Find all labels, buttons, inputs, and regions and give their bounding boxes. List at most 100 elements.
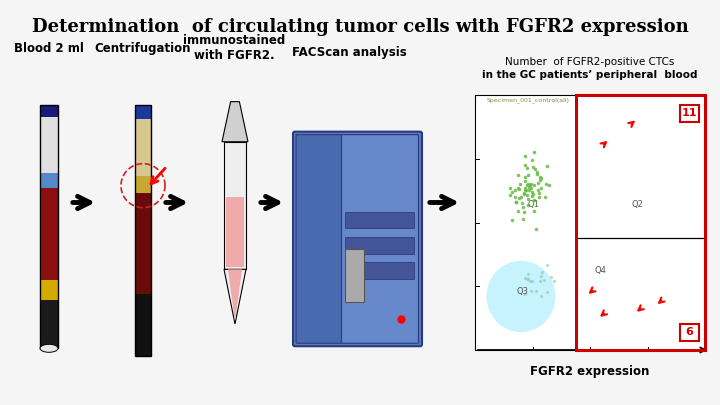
Point <box>531 171 543 177</box>
FancyBboxPatch shape <box>293 132 422 346</box>
Point <box>519 275 531 281</box>
Point <box>528 148 539 155</box>
Text: Q4: Q4 <box>595 266 606 275</box>
Bar <box>135 193 151 294</box>
Point <box>521 187 532 193</box>
Point <box>528 197 540 203</box>
Point <box>523 183 535 190</box>
Bar <box>135 176 151 193</box>
Bar <box>345 237 414 254</box>
Point <box>510 198 522 205</box>
Bar <box>475 95 705 350</box>
Bar <box>40 117 58 173</box>
Point <box>525 181 536 188</box>
Point <box>541 289 552 295</box>
Point <box>514 181 526 187</box>
Point <box>520 162 531 168</box>
Point <box>534 174 546 181</box>
Point <box>513 195 524 201</box>
Text: in the GC patients’ peripheral  blood: in the GC patients’ peripheral blood <box>482 70 698 80</box>
Point <box>528 164 539 170</box>
Point <box>523 201 534 208</box>
Point <box>533 194 544 200</box>
Point <box>513 171 524 178</box>
Point <box>540 181 552 187</box>
Text: Q2: Q2 <box>631 200 643 209</box>
Point <box>530 165 541 172</box>
Text: 11: 11 <box>681 108 697 118</box>
Point <box>513 186 525 192</box>
Point <box>505 185 516 191</box>
Point <box>526 189 538 195</box>
Bar <box>345 249 364 302</box>
Bar <box>135 294 151 356</box>
Bar <box>40 300 58 348</box>
Text: Specimen_001_control(all): Specimen_001_control(all) <box>487 97 570 103</box>
Point <box>532 180 544 186</box>
Point <box>532 187 544 193</box>
Point <box>536 292 547 299</box>
Point <box>521 165 533 171</box>
Point <box>507 217 518 223</box>
Text: Q1: Q1 <box>528 200 540 209</box>
Text: FGFR2 expression: FGFR2 expression <box>531 365 649 379</box>
Ellipse shape <box>40 344 58 352</box>
Point <box>506 189 518 196</box>
Point <box>504 191 516 198</box>
Point <box>534 177 546 183</box>
Point <box>548 278 559 285</box>
Point <box>512 208 523 214</box>
Point <box>520 187 531 193</box>
Point <box>534 277 546 284</box>
FancyBboxPatch shape <box>341 134 418 343</box>
Bar <box>576 95 705 350</box>
Point <box>531 168 542 175</box>
Point <box>526 157 538 164</box>
Bar <box>40 280 58 300</box>
Bar <box>40 105 58 348</box>
Text: Q3: Q3 <box>516 287 528 296</box>
Point <box>510 194 521 201</box>
Point <box>535 175 546 181</box>
Text: immunostained
with FGFR2.: immunostained with FGFR2. <box>183 34 285 62</box>
Point <box>528 207 539 214</box>
Point <box>525 288 536 294</box>
Polygon shape <box>228 269 242 321</box>
Bar <box>345 211 414 228</box>
Bar <box>226 197 244 267</box>
Polygon shape <box>222 102 248 142</box>
Text: Determination  of circulating tumor cells with FGFR2 expression: Determination of circulating tumor cells… <box>32 18 688 36</box>
Point <box>518 209 530 215</box>
Point <box>512 185 523 191</box>
Point <box>522 196 534 202</box>
Point <box>510 198 521 205</box>
FancyBboxPatch shape <box>680 104 698 122</box>
Bar <box>345 262 414 279</box>
FancyBboxPatch shape <box>296 134 342 343</box>
Point <box>527 191 539 197</box>
Point <box>520 153 531 159</box>
Point <box>528 181 539 188</box>
Point <box>515 194 526 200</box>
FancyBboxPatch shape <box>680 324 698 341</box>
Point <box>509 187 521 194</box>
Point <box>521 276 533 283</box>
Ellipse shape <box>487 261 556 332</box>
Text: Centrifugation: Centrifugation <box>95 42 192 55</box>
Point <box>544 181 555 188</box>
Point <box>521 192 533 198</box>
Text: FACScan analysis: FACScan analysis <box>292 46 406 59</box>
Point <box>522 172 534 179</box>
Point <box>546 274 557 280</box>
Text: Blood 2 ml: Blood 2 ml <box>14 42 84 55</box>
Point <box>518 204 529 211</box>
Bar <box>135 105 151 356</box>
Point <box>522 276 534 282</box>
Point <box>524 182 536 189</box>
Point <box>531 288 542 294</box>
Point <box>520 173 531 180</box>
Point <box>533 190 544 196</box>
Point <box>521 182 533 189</box>
Point <box>522 181 534 187</box>
Text: Number  of FGFR2-positive CTCs: Number of FGFR2-positive CTCs <box>505 57 675 67</box>
